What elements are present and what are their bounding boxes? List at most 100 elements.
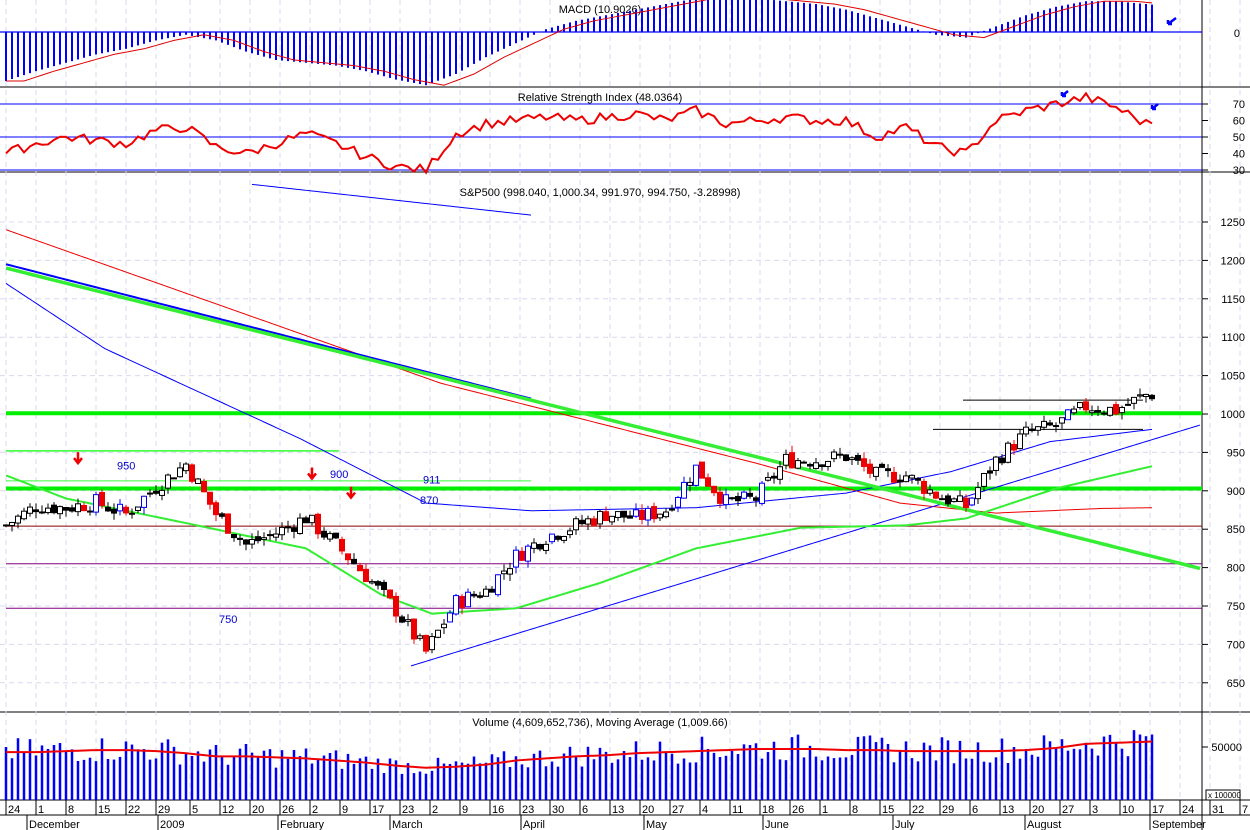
candle-body: [537, 544, 543, 550]
candle-body: [429, 636, 435, 651]
level-label: 950: [117, 460, 135, 472]
candle-body: [807, 463, 813, 467]
x-tick-label: 2: [432, 804, 438, 816]
candle-body: [999, 457, 1005, 464]
candle-body: [465, 591, 471, 608]
candle-body: [573, 518, 579, 531]
candle-body: [771, 475, 777, 479]
candle-body: [1029, 428, 1035, 432]
candle-body: [891, 471, 897, 483]
candle-body: [435, 629, 441, 638]
candle-body: [681, 481, 687, 499]
candle-body: [639, 510, 645, 520]
candle-body: [405, 619, 411, 622]
x-tick-label: 20: [642, 804, 654, 816]
month-label: December: [29, 819, 80, 830]
x-tick-label: 8: [852, 804, 858, 816]
x-tick-label: 6: [972, 804, 978, 816]
candle-body: [129, 512, 135, 515]
candle-body: [777, 466, 783, 480]
candle-body: [273, 533, 279, 538]
candle-body: [381, 581, 387, 590]
candle-body: [1101, 412, 1107, 415]
price-title: S&P500 (998.040, 1,000.34, 991.970, 994.…: [460, 187, 741, 199]
candle-body: [57, 506, 63, 515]
candle-body: [693, 464, 699, 486]
x-tick-label: 12: [222, 804, 234, 816]
candle-body: [81, 505, 87, 512]
candle-body: [813, 462, 819, 469]
candle-body: [279, 526, 285, 536]
candle-body: [399, 616, 405, 623]
candle-body: [669, 508, 675, 511]
down-arrow-icon: [73, 452, 83, 466]
x-tick-label: 20: [1032, 804, 1044, 816]
x-tick-label: 10: [1122, 804, 1134, 816]
candle-body: [63, 507, 69, 511]
month-label: March: [392, 819, 423, 830]
candle-body: [873, 466, 879, 477]
candle-body: [657, 513, 663, 519]
rsi-tick-label: 70: [1233, 99, 1245, 111]
month-label: May: [646, 819, 667, 830]
candle-body: [579, 519, 585, 525]
candle-body: [1071, 408, 1077, 414]
candle-body: [567, 530, 573, 536]
candle-body: [375, 581, 381, 586]
trendline-down-blue: [5, 263, 532, 400]
candle-body: [705, 477, 711, 487]
candle-body: [855, 454, 861, 461]
price-tick-label: 1050: [1221, 371, 1245, 383]
candle-body: [561, 536, 567, 541]
month-label: September: [1152, 819, 1206, 830]
candle-body: [651, 506, 657, 520]
candle-body: [75, 503, 81, 513]
arrow-icon: [1150, 103, 1159, 111]
x-tick-label: 24: [1182, 804, 1194, 816]
candle-body: [249, 539, 255, 545]
price-tick-label: 950: [1227, 447, 1245, 459]
candle-body: [1095, 410, 1101, 413]
candle-body: [909, 474, 915, 479]
level-label: 750: [219, 614, 237, 626]
rsi-tick-label: 40: [1233, 149, 1245, 161]
candle-body: [1065, 409, 1071, 421]
moving-average-blue: [5, 283, 1153, 512]
candle-body: [1053, 425, 1059, 428]
x-tick-label: 3: [1092, 804, 1098, 816]
candle-body: [1083, 401, 1089, 411]
candle-body: [345, 553, 351, 561]
price-tick-label: 700: [1227, 639, 1245, 651]
candle-body: [291, 527, 297, 532]
x-tick-label: 26: [792, 804, 804, 816]
candle-body: [555, 535, 561, 540]
arrow-icon: [1060, 90, 1069, 98]
candle-body: [1023, 426, 1029, 435]
trendline-up-blue: [410, 424, 1201, 667]
x-tick-label: 11: [732, 804, 743, 816]
candle-body: [1077, 402, 1083, 408]
trendline-top: [251, 183, 532, 216]
price-tick-label: 800: [1227, 563, 1245, 575]
candle-body: [903, 475, 909, 483]
candle-body: [123, 506, 129, 514]
candle-body: [987, 470, 993, 474]
candle-body: [945, 495, 951, 505]
candle-body: [981, 473, 987, 487]
x-tick-label: 26: [282, 804, 294, 816]
level-label: 870: [420, 495, 438, 507]
candle-body: [699, 461, 705, 479]
candle-body: [471, 593, 477, 597]
candle-body: [927, 489, 933, 494]
candle-body: [711, 485, 717, 494]
moving-average-green: [5, 465, 1153, 615]
candle-body: [837, 453, 843, 456]
x-tick-label: 29: [158, 804, 170, 816]
candle-body: [1137, 394, 1143, 397]
candle-body: [111, 508, 117, 514]
candle-body: [915, 477, 921, 481]
candle-body: [1125, 403, 1131, 406]
candle-body: [255, 536, 261, 542]
candle-body: [15, 515, 21, 524]
